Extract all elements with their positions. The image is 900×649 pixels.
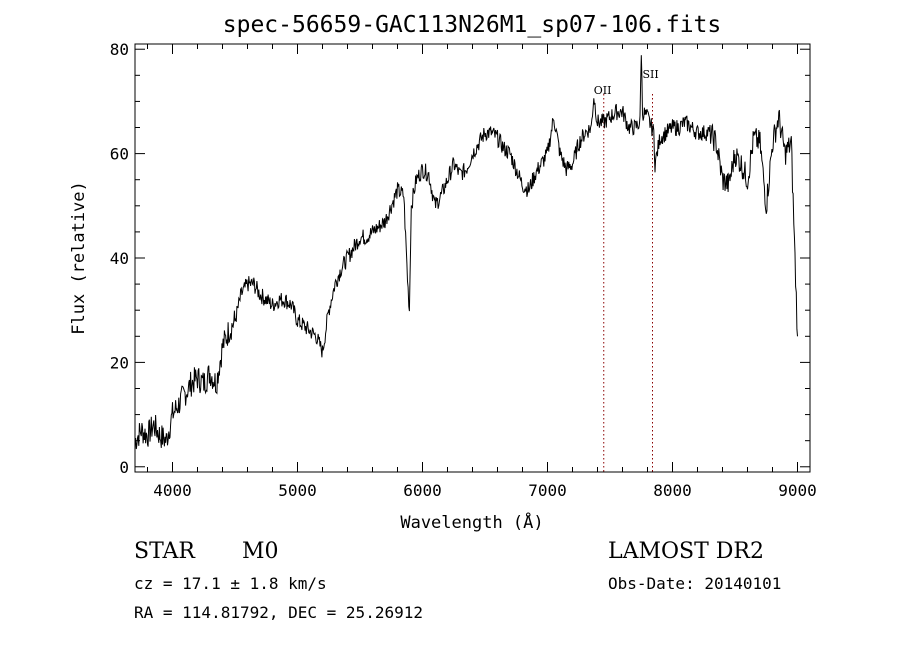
observation-date: Obs-Date: 20140101 xyxy=(608,574,782,593)
line-markers: OII SII xyxy=(594,68,659,472)
x-tick-label: 9000 xyxy=(778,481,817,500)
object-class: STAR xyxy=(134,539,195,564)
y-tick-label: 40 xyxy=(110,249,129,268)
redshift-value: cz = 17.1 ± 1.8 km/s xyxy=(134,574,327,593)
marker-label-sii: SII xyxy=(643,68,659,81)
chart-title: spec-56659-GAC113N26M1_sp07-106.fits xyxy=(223,12,722,38)
x-tick-label: 5000 xyxy=(278,481,317,500)
y-tick-label: 20 xyxy=(110,353,129,372)
x-tick-label: 7000 xyxy=(528,481,567,500)
axis-ticks xyxy=(135,44,810,472)
y-tick-label: 80 xyxy=(110,40,129,59)
spectral-subclass: M0 xyxy=(242,539,279,564)
marker-label-oii: OII xyxy=(594,84,612,97)
sky-coordinates: RA = 114.81792, DEC = 25.26912 xyxy=(134,603,423,622)
plot-frame xyxy=(134,43,811,473)
x-tick-label: 6000 xyxy=(403,481,442,500)
x-axis-label: Wavelength (Å) xyxy=(400,511,543,533)
x-tick-label: 8000 xyxy=(653,481,692,500)
tick-labels: 4000 5000 6000 7000 8000 9000 0 20 40 60 80 xyxy=(110,40,817,500)
survey-name: LAMOST DR2 xyxy=(608,539,764,564)
spectrum-line xyxy=(134,55,798,450)
y-tick-label: 60 xyxy=(110,145,129,164)
x-tick-label: 4000 xyxy=(153,481,192,500)
y-axis-label: Flux (relative) xyxy=(69,181,89,335)
y-tick-label: 0 xyxy=(119,458,129,477)
